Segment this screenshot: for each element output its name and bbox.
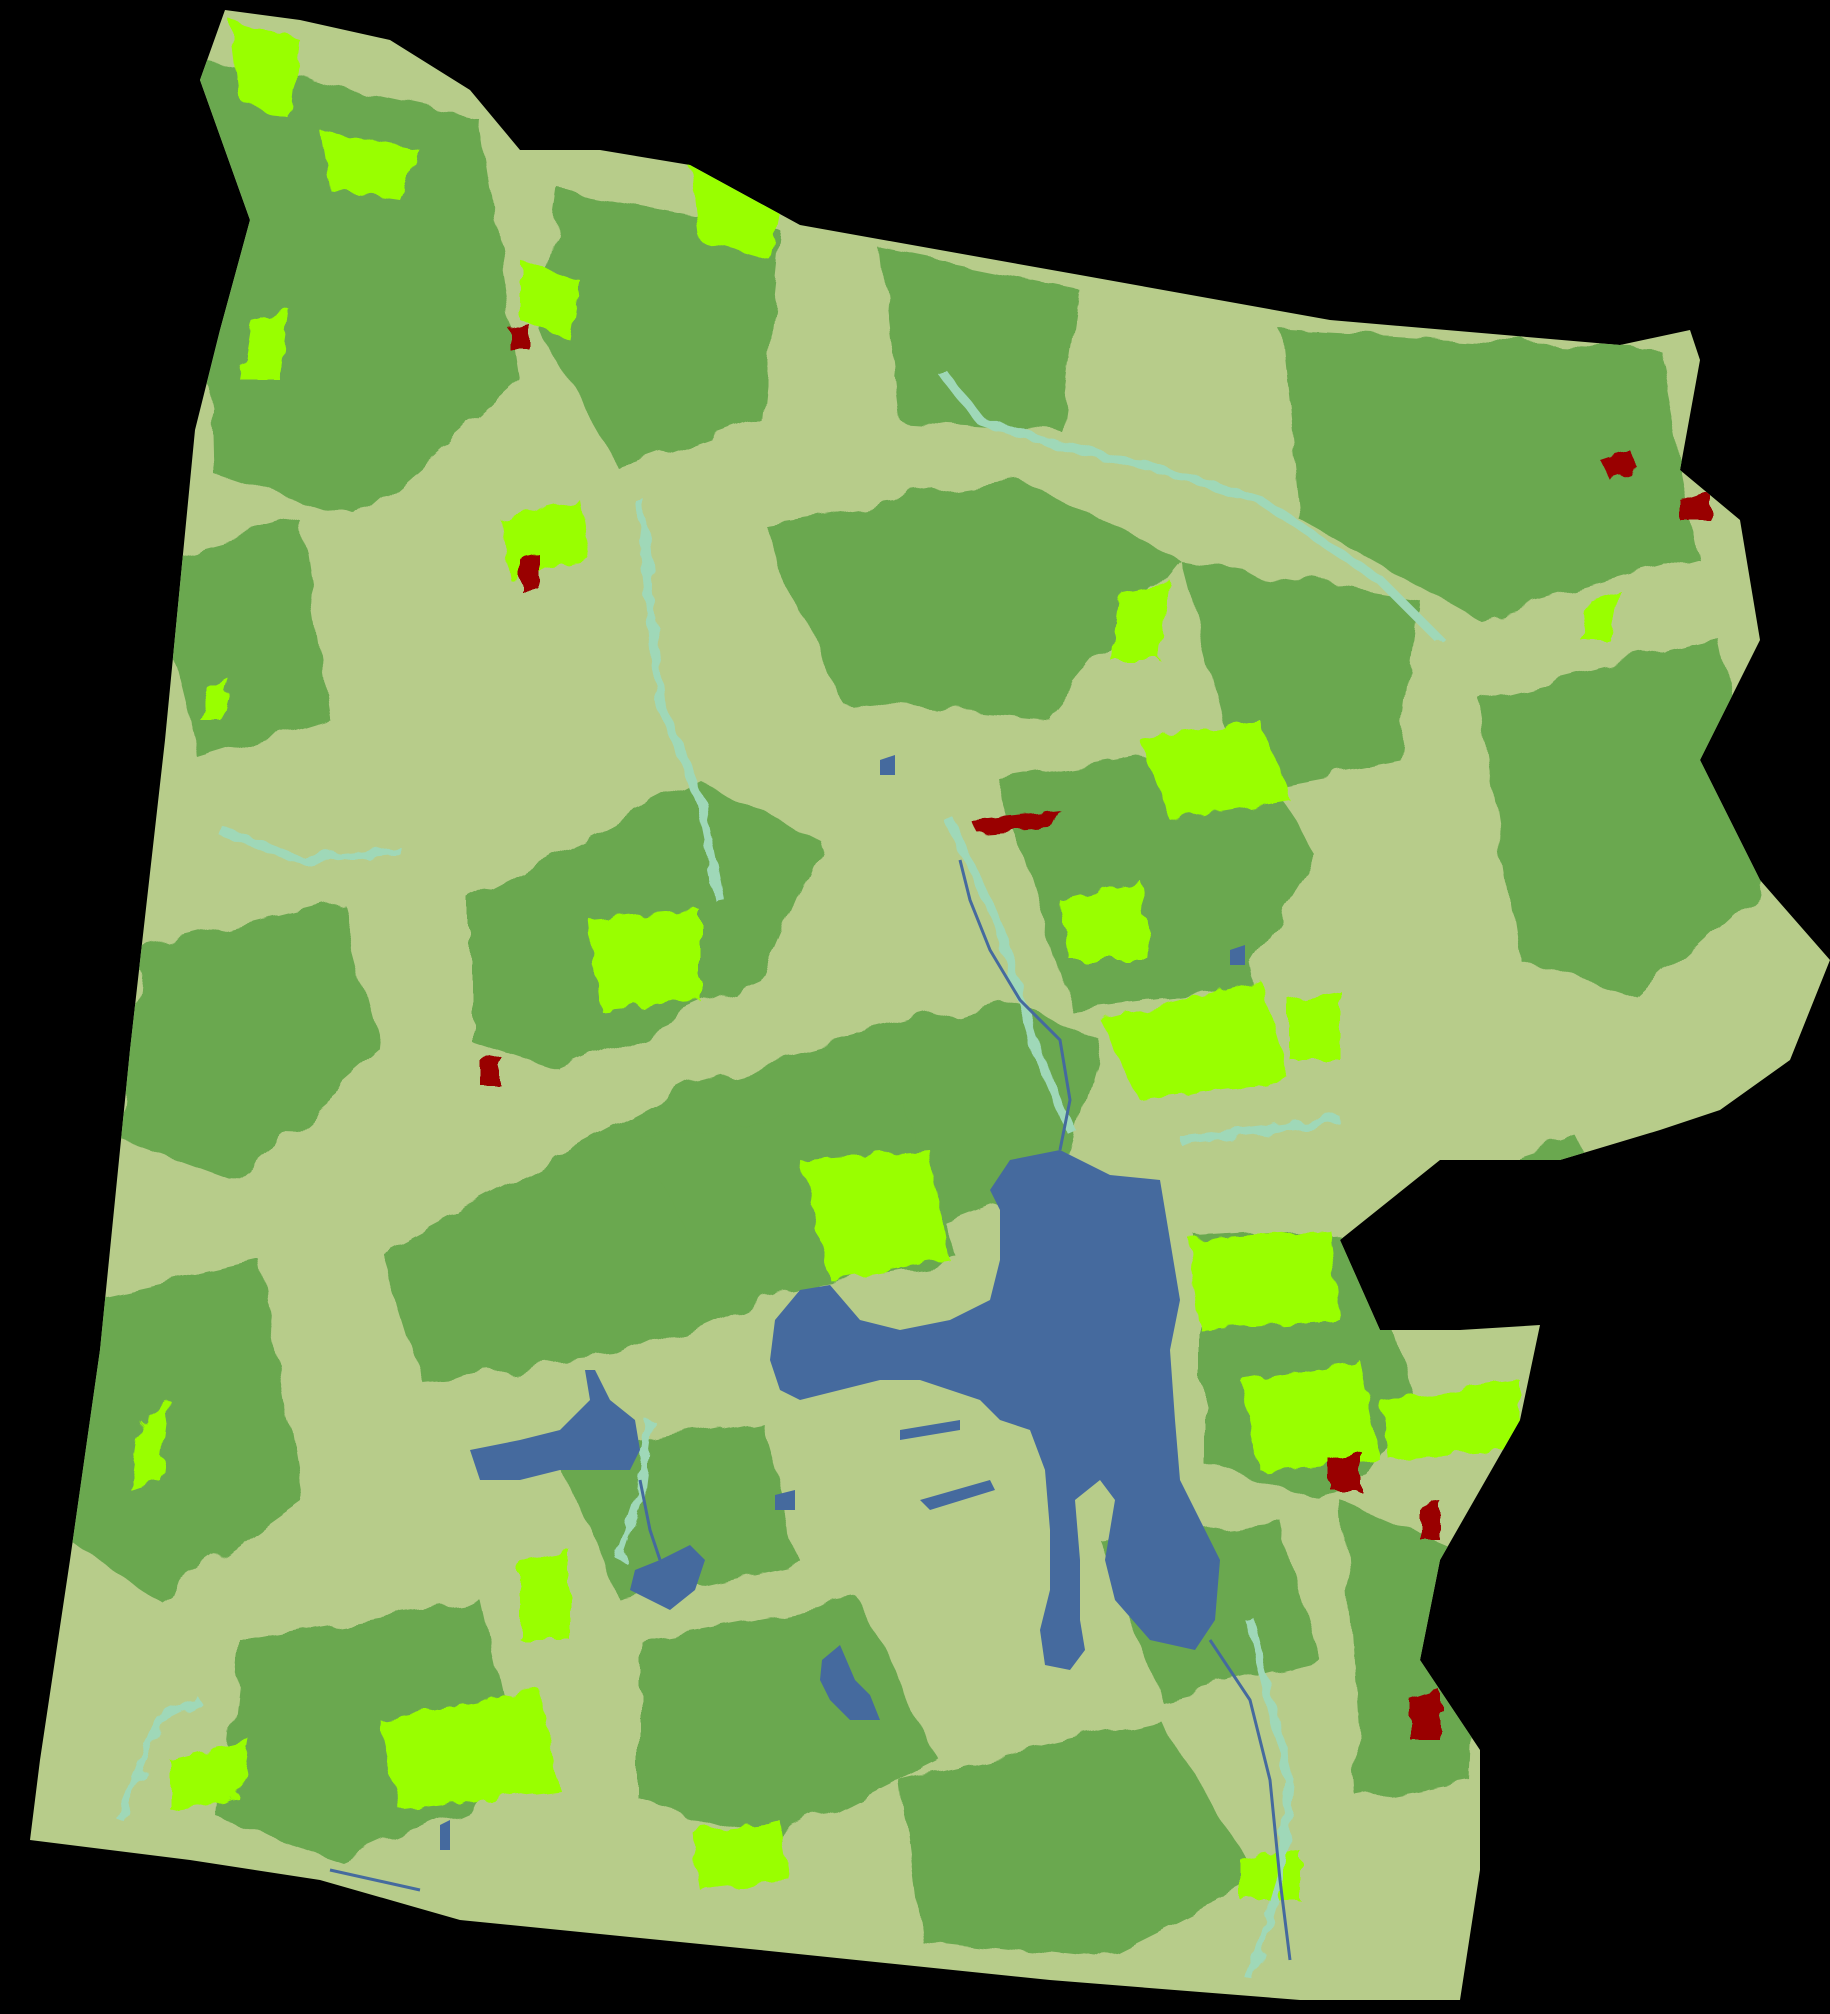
regrowth-layer xyxy=(130,20,1620,1900)
heart-lake xyxy=(820,1645,880,1720)
riparian-layer xyxy=(115,367,1444,1982)
bare-rock-layer xyxy=(480,325,1710,1970)
yellowstone-lake xyxy=(770,1150,1220,1670)
shoshone-lake xyxy=(470,1370,640,1480)
lewis-lake xyxy=(630,1545,705,1610)
water-layer xyxy=(440,755,1245,1850)
rivers-layer xyxy=(329,859,1292,1961)
forest-layer xyxy=(70,60,1770,1960)
